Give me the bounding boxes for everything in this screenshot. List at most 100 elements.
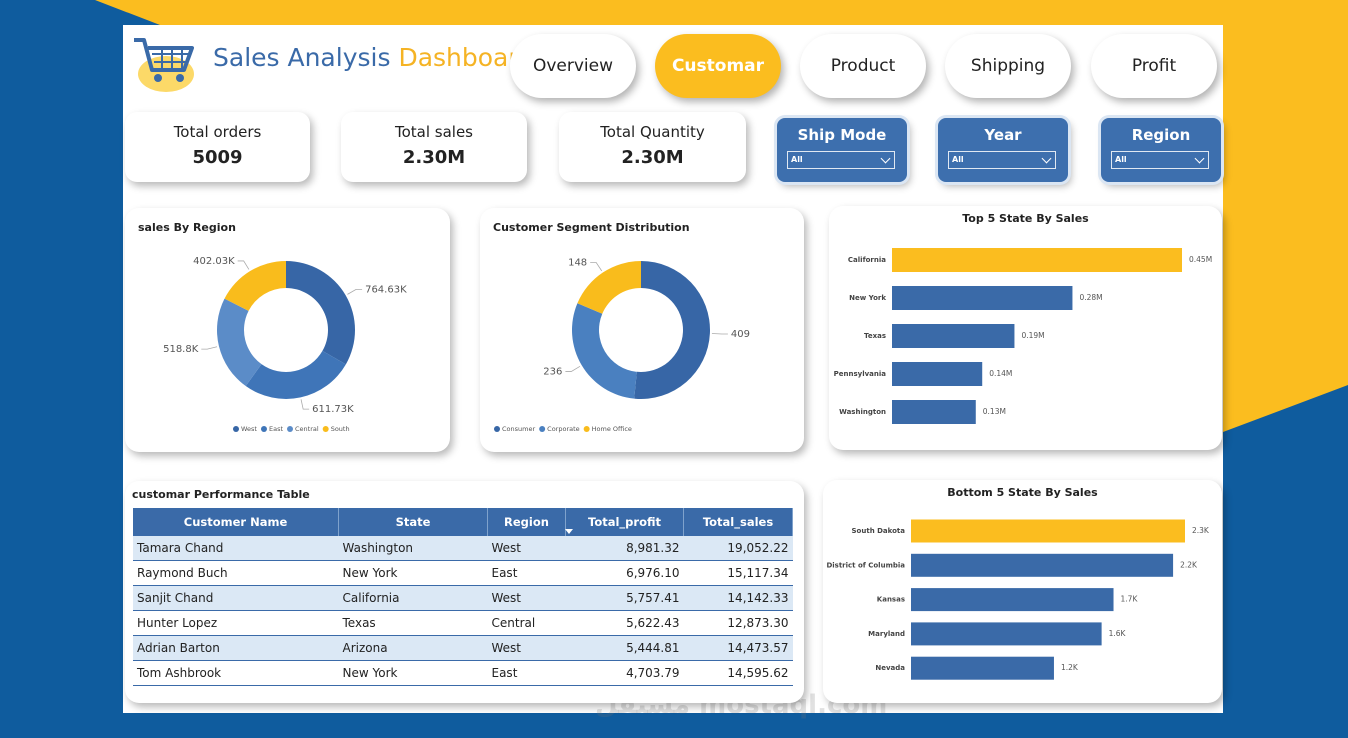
slicer-title: Region	[1131, 126, 1191, 144]
column-header[interactable]: Total_sales	[683, 508, 793, 536]
slicer: Ship Mode All	[777, 118, 907, 182]
slicer-dropdown[interactable]: All	[1111, 151, 1209, 169]
nav-tab[interactable]: Customar	[655, 34, 781, 98]
column-header[interactable]: Total_profit	[565, 508, 684, 536]
kpi-value: 5009	[192, 147, 243, 168]
nav-tab[interactable]: Shipping	[945, 34, 1071, 98]
table-cell: East	[487, 660, 566, 686]
table-cell: Sanjit Chand	[133, 585, 339, 611]
chart: sales By Region 764.63K 611.73K 518.8K 402.0…	[138, 221, 407, 433]
cart-body	[134, 38, 194, 72]
leader-line	[565, 365, 581, 372]
column-header[interactable]: Region	[487, 508, 566, 536]
leader-line	[300, 399, 310, 410]
nav-tab[interactable]: Product	[800, 34, 926, 98]
table-cell: New York	[338, 660, 488, 686]
table-cell: 8,981.32	[565, 536, 684, 561]
slicer-title: Year	[984, 126, 1022, 144]
data-label: 402.03K	[193, 256, 235, 267]
chart-title: Customer Segment Distribution	[493, 221, 690, 234]
legend-label: Corporate	[547, 425, 580, 433]
table-row: Hunter Lopez Texas Central 5,622.43 12,873.3…	[133, 610, 793, 636]
bar	[892, 400, 976, 424]
title-main: Sales Analysis	[213, 43, 391, 72]
table-cell: West	[487, 536, 566, 561]
data-label: 0.13M	[983, 407, 1006, 416]
kpi-label: Total orders	[173, 123, 262, 141]
nav-tab[interactable]: Overview	[510, 34, 636, 98]
kpi-card: Total Quantity 2.30M	[559, 112, 746, 182]
slicer-title: Ship Mode	[797, 126, 887, 144]
table-title: customar Performance Table	[132, 488, 310, 501]
cart-grid	[152, 48, 190, 70]
table-cell: Arizona	[338, 635, 488, 661]
legend-label: South	[331, 425, 350, 433]
chart: Customer Segment Distribution 409 236 148 Co…	[493, 221, 750, 433]
table-cell: 5,622.43	[565, 610, 684, 636]
chart-card: Customer Segment Distribution 409 236 148 Co…	[480, 208, 804, 452]
category-label: New York	[849, 294, 886, 302]
donut-slice	[634, 261, 710, 399]
data-label: 764.63K	[365, 284, 407, 295]
category-label: Nevada	[875, 664, 905, 672]
table-cell: Texas	[338, 610, 488, 636]
cart-logo	[134, 38, 194, 92]
donut-slice	[577, 261, 641, 314]
data-label: 2.3K	[1192, 526, 1210, 535]
chart-card: Top 5 State By Sales California 0.45M New Y…	[829, 206, 1222, 450]
table-cell: West	[487, 635, 566, 661]
data-label: 0.14M	[989, 369, 1012, 378]
table-row: Sanjit Chand California West 5,757.41 14,142…	[133, 585, 793, 611]
table-cell: 5,757.41	[565, 585, 684, 611]
chart-title: Top 5 State By Sales	[962, 212, 1089, 225]
nav-tab[interactable]: Profit	[1091, 34, 1217, 98]
slicer-dropdown[interactable]: All	[948, 151, 1056, 169]
donut-slice	[572, 303, 637, 399]
table-cell: 4,703.79	[565, 660, 684, 686]
category-label: Washington	[839, 408, 886, 416]
table-cell: Tamara Chand	[133, 536, 339, 561]
performance-table: Customer Name State Region Total_profit Tota…	[133, 508, 793, 686]
table-cell: 12,873.30	[683, 610, 793, 636]
column-header[interactable]: State	[338, 508, 488, 536]
table-cell: Central	[487, 610, 566, 636]
table-row: Raymond Buch New York East 6,976.10 15,117.3…	[133, 560, 793, 586]
table-cell: 14,473.57	[683, 635, 793, 661]
legend-marker	[260, 426, 267, 432]
dashboard-title: Sales Analysis Dashboard	[213, 43, 534, 72]
bar	[911, 553, 1174, 577]
table-cell: 14,595.62	[683, 660, 793, 686]
leader-line	[201, 346, 218, 350]
table-cell: West	[487, 585, 566, 611]
column-header[interactable]: Customer Name	[133, 508, 339, 536]
kpi-label: Total Quantity	[600, 123, 705, 141]
legend-marker	[322, 426, 329, 432]
kpi-card: Total sales 2.30M	[341, 112, 527, 182]
bar	[911, 588, 1114, 612]
chart-title: Bottom 5 State By Sales	[947, 486, 1098, 499]
donut-slice	[245, 350, 346, 399]
table-cell: 5,444.81	[565, 635, 684, 661]
data-label: 0.45M	[1189, 255, 1212, 264]
donut-slice	[286, 261, 355, 365]
data-label: 0.28M	[1079, 293, 1102, 302]
table-cell: 19,052.22	[683, 536, 793, 561]
bar	[892, 324, 1015, 348]
data-label: 518.8K	[163, 344, 199, 355]
kpi-value: 2.30M	[402, 147, 466, 168]
cart-wheel	[154, 74, 162, 82]
bar	[892, 286, 1073, 310]
table-cell: 14,142.33	[683, 585, 793, 611]
leader-line	[347, 288, 363, 295]
bar	[892, 248, 1182, 272]
donut-slice	[224, 261, 286, 311]
slicer-dropdown[interactable]: All	[787, 151, 895, 169]
category-label: Pennsylvania	[834, 370, 887, 378]
data-label: 236	[543, 366, 562, 377]
legend-marker	[233, 426, 239, 432]
table-cell: Hunter Lopez	[133, 610, 339, 636]
leader-line	[590, 262, 603, 272]
data-label: 1.6K	[1109, 629, 1127, 638]
table-cell: Tom Ashbrook	[133, 660, 339, 686]
